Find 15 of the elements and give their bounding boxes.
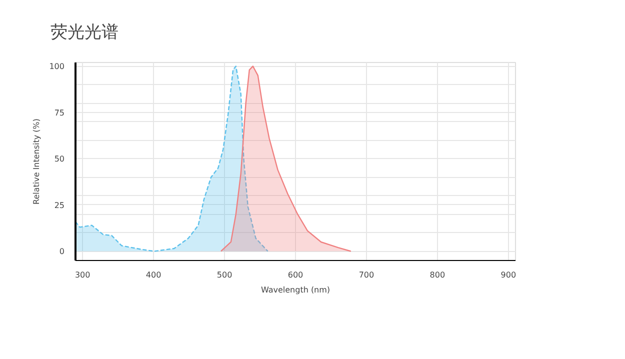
y-tick-label: 100 bbox=[49, 62, 65, 72]
x-tick-label: 300 bbox=[74, 270, 90, 280]
x-tick-label: 800 bbox=[430, 270, 446, 280]
x-tick-label: 400 bbox=[146, 270, 162, 280]
x-tick-label: 900 bbox=[500, 270, 516, 280]
x-tick-label: 500 bbox=[216, 270, 232, 280]
chart-title: 荧光光谱 bbox=[50, 22, 118, 42]
y-tick-label: 50 bbox=[54, 154, 65, 164]
y-axis-title: Relative Intensity (%) bbox=[32, 118, 42, 205]
x-tick-label: 700 bbox=[358, 270, 374, 280]
y-tick-label: 25 bbox=[54, 200, 65, 210]
x-tick-label: 600 bbox=[288, 270, 304, 280]
y-tick-label: 0 bbox=[59, 247, 65, 256]
x-axis-title: Wavelength (nm) bbox=[260, 286, 330, 294]
y-tick-label: 75 bbox=[54, 108, 65, 118]
